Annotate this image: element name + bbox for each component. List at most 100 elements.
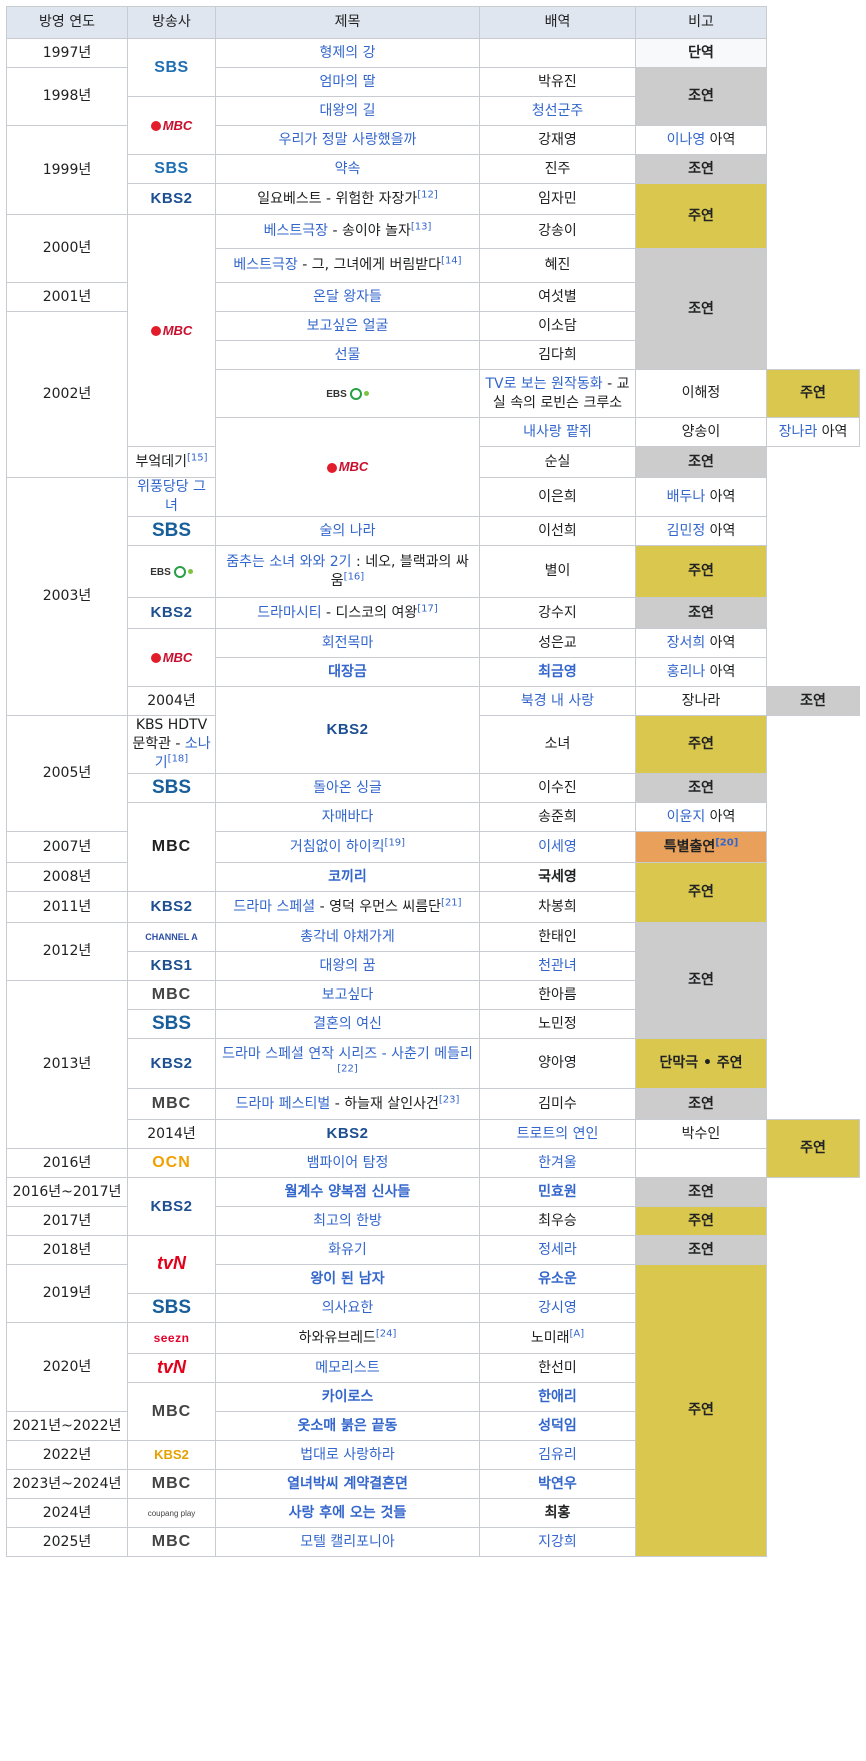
title-link[interactable]: 돌아온 싱글 xyxy=(313,779,382,796)
title-cell: 베스트극장 - 송이야 놀자[13] xyxy=(215,214,480,249)
title-cell: 메모리스트 xyxy=(215,1353,480,1383)
title-link[interactable]: 옷소매 붉은 끝동 xyxy=(297,1417,398,1434)
table-row: 2023년~2024년 MBC 열녀박씨 계약결혼뎐 박연우 xyxy=(6,1469,860,1499)
title-link[interactable]: 소나기 xyxy=(154,736,211,771)
sbs-logo: SBS xyxy=(154,58,189,76)
title-link[interactable]: 보고싶다 xyxy=(321,986,374,1003)
role-link[interactable]: 성덕임 xyxy=(538,1417,577,1434)
title-link[interactable]: 약속 xyxy=(334,160,361,177)
role-cell: 장나라 xyxy=(635,686,767,716)
child-actor-link[interactable]: 장서희 xyxy=(666,634,706,651)
footnote-link[interactable]: [18] xyxy=(167,753,189,765)
title-link[interactable]: 줌추는 소녀 와와 2기 xyxy=(226,553,352,570)
child-actor-link[interactable]: 배두나 xyxy=(666,488,706,505)
role-link[interactable]: 최금영 xyxy=(538,663,577,680)
kbs2-logo: KBS2 xyxy=(154,1447,189,1462)
footnote-link[interactable]: [A] xyxy=(569,1327,585,1339)
role-link[interactable]: 한애리 xyxy=(538,1388,577,1405)
sbs-logo: SBS xyxy=(151,1296,192,1318)
role-cell: 최금영 xyxy=(479,657,636,687)
footnote-link[interactable]: [21] xyxy=(441,896,462,908)
footnote-link[interactable]: [23] xyxy=(438,1093,460,1105)
footnote-link[interactable]: [12] xyxy=(417,188,438,200)
title-cell: 뱀파이어 탐정 xyxy=(215,1148,480,1178)
role-link[interactable]: 민효원 xyxy=(538,1183,577,1200)
role-link[interactable]: 유소운 xyxy=(538,1270,577,1287)
title-link[interactable]: 왕이 된 남자 xyxy=(310,1270,385,1287)
role-link[interactable]: 이세영 xyxy=(538,838,577,855)
title-link[interactable]: 대왕의 꿈 xyxy=(319,957,376,974)
title-link[interactable]: 우리가 정말 사랑했을까 xyxy=(278,131,417,148)
footnote-link[interactable]: [16] xyxy=(343,570,365,582)
table-row: 2000년 MBC 베스트극장 - 송이야 놀자[13] 강송이 xyxy=(6,214,860,447)
table-row: SBS 결혼의 여신 노민정 xyxy=(7,1009,860,1039)
footnote-link[interactable]: [14] xyxy=(441,255,462,267)
title-link[interactable]: 드라마 페스티벌 xyxy=(235,1095,331,1112)
title-link[interactable]: 총각네 야채가게 xyxy=(300,928,395,945)
tvn-logo: tvN xyxy=(156,1253,186,1273)
title-link[interactable]: 뱀파이어 탐정 xyxy=(306,1154,389,1171)
title-link[interactable]: 거침없이 하이킥 xyxy=(289,838,385,855)
title-link[interactable]: 드라마시티 xyxy=(257,604,322,621)
title-link[interactable]: 결혼의 여신 xyxy=(313,1015,382,1032)
role-link[interactable]: 지강희 xyxy=(538,1533,577,1550)
title-link[interactable]: 의사요한 xyxy=(321,1299,374,1316)
title-link[interactable]: 월계수 양복점 신사들 xyxy=(284,1183,411,1200)
mbc-logo: MBC xyxy=(150,648,192,667)
title-link[interactable]: 드라마 스페셜 연작 시리즈 - 사춘기 메들리 xyxy=(222,1045,473,1062)
title-link[interactable]: 모텔 캘리포니아 xyxy=(300,1533,395,1550)
role-link[interactable]: 정세라 xyxy=(538,1241,577,1258)
footnote-link[interactable]: [17] xyxy=(417,602,438,614)
title-link[interactable]: 트로트의 연인 xyxy=(516,1125,599,1142)
title-link[interactable]: 베스트극장 xyxy=(233,257,298,273)
child-actor-link[interactable]: 홍리나 xyxy=(666,663,706,680)
title-link[interactable]: 형제의 강 xyxy=(319,44,376,61)
title-link[interactable]: 술의 나라 xyxy=(319,522,376,539)
role-link[interactable]: 천관녀 xyxy=(538,957,577,974)
title-link[interactable]: 자매바다 xyxy=(321,808,374,825)
title-link[interactable]: 대장금 xyxy=(328,663,367,680)
title-link[interactable]: 위풍당당 그녀 xyxy=(137,479,206,514)
title-link[interactable]: 선물 xyxy=(334,346,361,363)
footnote-link[interactable]: [15] xyxy=(187,451,208,463)
child-actor-link[interactable]: 김민정 xyxy=(666,522,706,539)
title-link[interactable]: 북경 내 사랑 xyxy=(520,692,595,709)
title-cell: 회전목마 xyxy=(215,628,480,658)
role-link[interactable]: 강시영 xyxy=(538,1299,577,1316)
table-row: 1999년 우리가 정말 사랑했을까 강재영 이나영 아역 xyxy=(6,125,860,215)
title-link[interactable]: 화유기 xyxy=(328,1241,367,1258)
table-header-row: 방영 연도 방송사 제목 배역 비고 xyxy=(6,6,860,39)
title-link[interactable]: 엄마의 딸 xyxy=(319,73,376,90)
title-link[interactable]: 내사랑 팥쥐 xyxy=(523,423,592,440)
year-cell: 2004년 xyxy=(127,686,216,716)
title-link[interactable]: 베스트극장 xyxy=(263,223,329,239)
title-link[interactable]: 온달 왕자들 xyxy=(313,288,382,305)
child-actor-link[interactable]: 이나영 xyxy=(666,131,706,148)
title-link[interactable]: TV로 보는 원작동화 xyxy=(485,375,603,392)
title-link[interactable]: 법대로 사랑하라 xyxy=(300,1446,395,1463)
title-link[interactable]: 드라마 스페셜 xyxy=(233,898,316,915)
title-link[interactable]: 코끼리 xyxy=(328,868,367,885)
child-actor-link[interactable]: 장나라 xyxy=(778,423,818,440)
footnote-link[interactable]: [22] xyxy=(337,1062,358,1074)
title-link[interactable]: 최고의 한방 xyxy=(313,1212,382,1229)
title-link[interactable]: 카이로스 xyxy=(321,1388,374,1405)
footnote-link[interactable]: [13] xyxy=(410,221,432,233)
child-actor-link[interactable]: 이윤지 xyxy=(666,808,706,825)
title-link[interactable]: 열녀박씨 계약결혼뎐 xyxy=(287,1475,408,1492)
role-link[interactable]: 한겨울 xyxy=(538,1154,577,1171)
role-link[interactable]: 박연우 xyxy=(538,1475,577,1492)
title-link[interactable]: 회전목마 xyxy=(321,634,374,651)
role-link[interactable]: 김유리 xyxy=(538,1446,577,1463)
footnote-link[interactable]: [19] xyxy=(384,836,406,848)
footnote-link[interactable]: [20] xyxy=(715,836,739,848)
role-link[interactable]: 청선군주 xyxy=(531,102,584,119)
role-cell: 별이 xyxy=(479,545,636,598)
title-link[interactable]: 대왕의 길 xyxy=(319,102,376,119)
title-link[interactable]: 메모리스트 xyxy=(315,1359,380,1376)
title-link[interactable]: 사랑 후에 오는 것들 xyxy=(288,1504,407,1521)
title-link[interactable]: 보고싶은 얼굴 xyxy=(306,317,389,334)
title-cell: 총각네 야채가게 xyxy=(215,922,480,952)
footnote-link[interactable]: [24] xyxy=(375,1327,397,1339)
note-cell: 주연 xyxy=(635,545,767,598)
